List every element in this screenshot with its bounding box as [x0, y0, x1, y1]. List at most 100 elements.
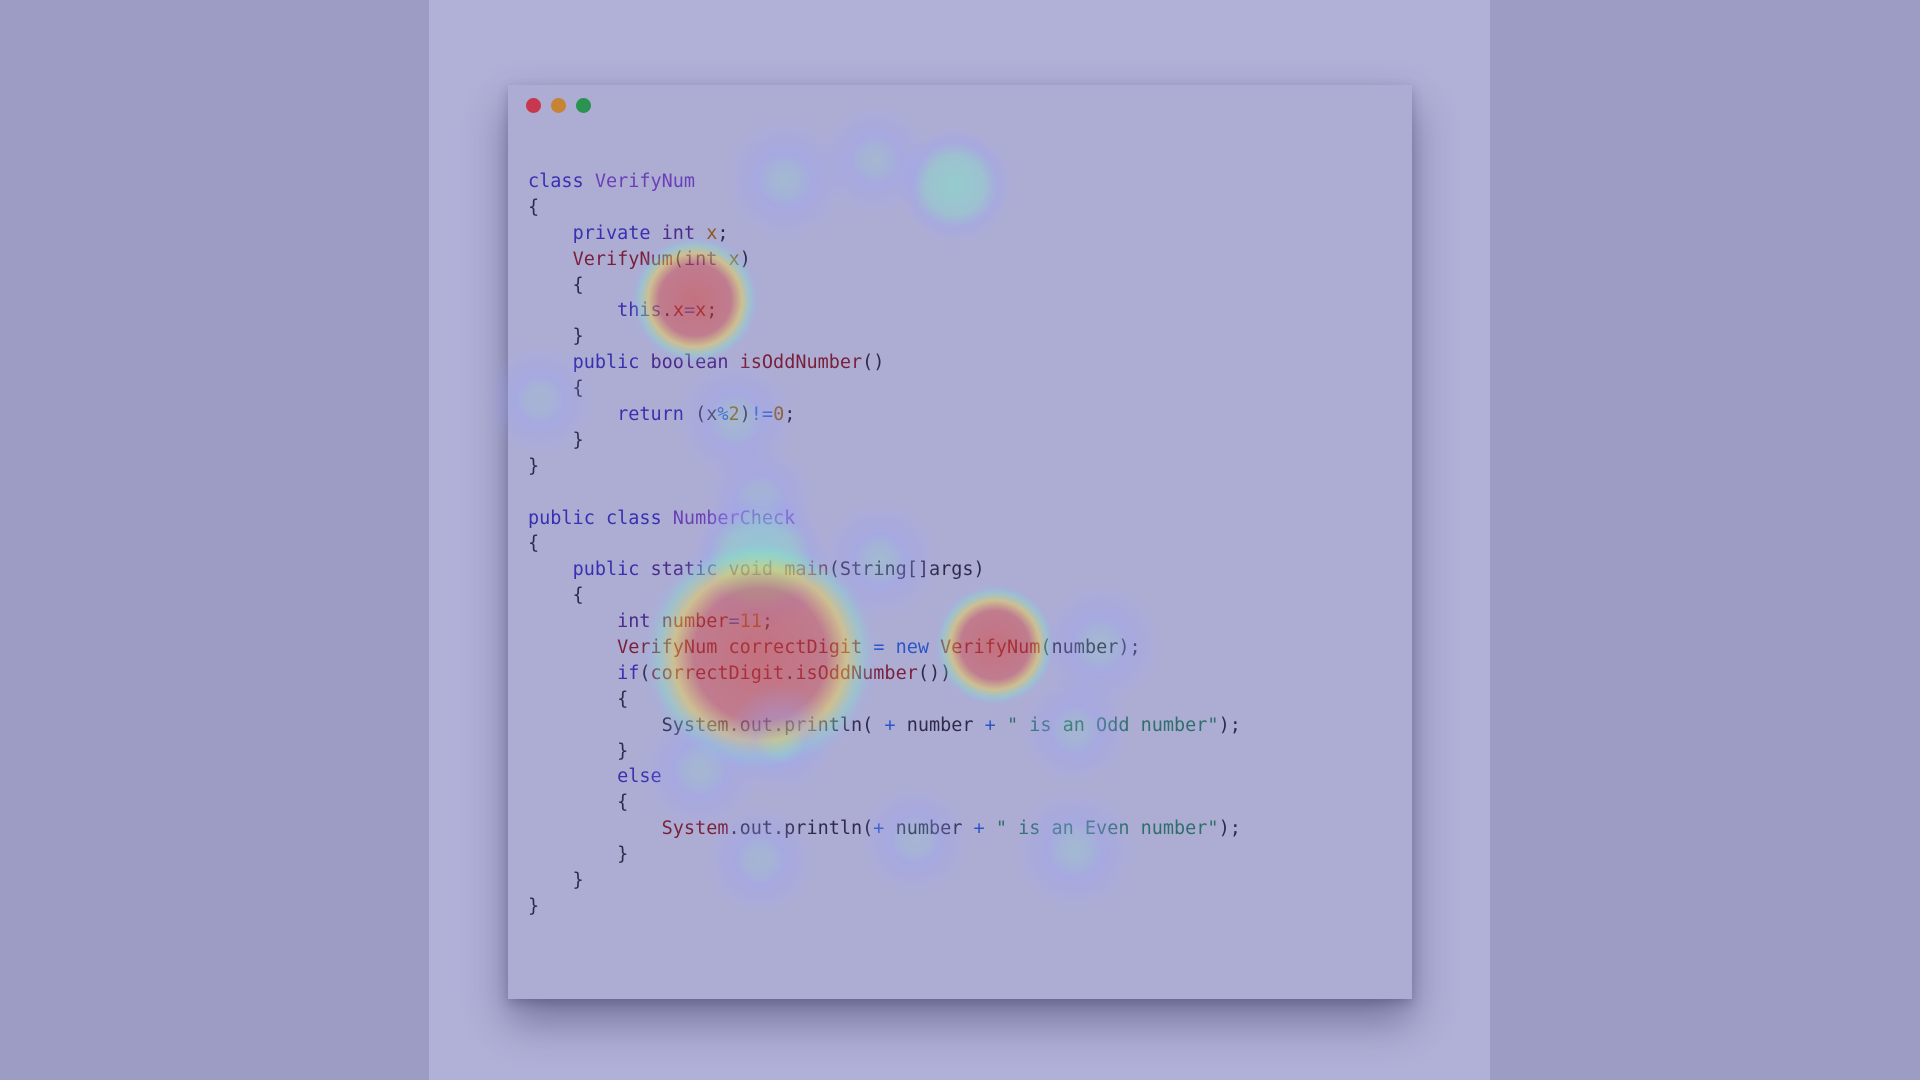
code-token: [528, 611, 617, 632]
code-token: 11: [739, 611, 762, 633]
code-line: }: [528, 894, 1241, 920]
code-token: " is an Even number": [995, 818, 1219, 840]
code-token: public: [572, 352, 651, 374]
code-token: this: [617, 300, 662, 322]
code-token: (: [672, 248, 684, 270]
code-token: );: [1218, 818, 1241, 840]
code-token: {: [528, 378, 584, 400]
code-token: else: [617, 766, 662, 788]
code-token: +: [973, 818, 996, 840]
code-token: ;: [784, 404, 796, 426]
close-button[interactable]: [526, 98, 541, 113]
code-token: number: [661, 611, 729, 633]
code-line: {: [528, 531, 1241, 557]
code-line: class VerifyNum: [528, 169, 1241, 195]
code-line: {: [528, 376, 1241, 402]
code-token: void: [728, 559, 785, 581]
code-token: [528, 637, 617, 658]
code-token: (number);: [1040, 637, 1141, 659]
code-line: public static void main(String[]args): [528, 557, 1241, 583]
code-line: int number=11;: [528, 609, 1241, 635]
code-token: {: [528, 274, 584, 296]
code-token: VerifyNum: [594, 171, 696, 192]
code-line: System.out.println(+ number + " is an Ev…: [528, 816, 1241, 842]
code-token: [528, 715, 662, 736]
code-token: !=: [750, 404, 774, 426]
code-token: public: [572, 559, 651, 581]
code-token: =: [728, 611, 740, 633]
code-token: int: [661, 222, 707, 244]
code-token: int: [683, 248, 729, 270]
code-token: {: [528, 533, 540, 555]
code-line: }: [528, 324, 1241, 350]
code-line: [528, 480, 1241, 506]
code-line: {: [528, 273, 1241, 299]
code-line: System.out.println( + number + " is an O…: [528, 713, 1241, 739]
code-token: [528, 559, 573, 580]
code-token: ()): [917, 662, 952, 684]
code-token: (): [862, 352, 885, 374]
code-token: (x: [695, 404, 718, 426]
code-token: {: [528, 792, 629, 814]
maximize-button[interactable]: [576, 98, 591, 113]
code-line: VerifyNum correctDigit = new VerifyNum(n…: [528, 635, 1241, 661]
code-token: .: [661, 300, 673, 322]
code-token: [528, 404, 617, 425]
code-token: VerifyNum: [617, 637, 729, 659]
code-token: number: [906, 714, 985, 736]
code-token: [528, 249, 573, 270]
code-token: ;: [761, 611, 774, 633]
code-token: }: [528, 844, 629, 866]
code-token: [528, 818, 662, 839]
code-token: =: [683, 300, 696, 322]
code-token: ;: [717, 222, 729, 244]
code-line: }: [528, 454, 1241, 480]
code-token: correctDigit: [650, 662, 785, 684]
code-token: [528, 766, 617, 787]
code-line: if(correctDigit.isOddNumber()): [528, 661, 1241, 687]
code-token: ): [739, 404, 751, 426]
code-token: (: [639, 662, 651, 684]
code-token: x: [728, 248, 740, 270]
code-token: x: [706, 222, 718, 244]
code-line: this.x=x;: [528, 298, 1241, 324]
code-token: =: [873, 637, 896, 659]
code-token: return: [617, 404, 696, 426]
code-token: }: [528, 326, 584, 348]
code-token: );: [1218, 714, 1241, 736]
code-token: {: [528, 196, 540, 218]
code-line: public boolean isOddNumber(): [528, 350, 1241, 376]
code-token: }: [528, 455, 540, 477]
code-line: public class NumberCheck: [528, 506, 1241, 532]
code-token: System: [661, 818, 729, 840]
code-token: correctDigit: [728, 637, 874, 659]
code-line: {: [528, 195, 1241, 221]
code-token: " is an Odd number": [1006, 714, 1219, 736]
minimize-button[interactable]: [551, 98, 566, 113]
code-editor[interactable]: class VerifyNum{ private int x; VerifyNu…: [528, 169, 1241, 920]
window-controls: [526, 98, 591, 113]
code-line: }: [528, 842, 1241, 868]
code-token: .out.println(: [728, 818, 874, 840]
code-token: boolean: [650, 352, 740, 374]
code-token: %: [717, 404, 729, 426]
code-line: }: [528, 739, 1241, 765]
code-token: private: [572, 222, 662, 244]
code-line: {: [528, 790, 1241, 816]
code-token: }: [528, 740, 629, 762]
code-line: private int x;: [528, 221, 1241, 247]
code-token: +: [873, 818, 896, 840]
code-token: class: [528, 171, 595, 192]
code-line: }: [528, 868, 1241, 894]
code-line: VerifyNum(int x): [528, 247, 1241, 273]
code-token: static: [650, 559, 729, 581]
code-token: {: [528, 688, 629, 710]
code-token: isOddNumber: [739, 352, 863, 374]
code-token: public class: [528, 507, 673, 529]
code-token: 2: [728, 404, 740, 426]
code-token: [528, 300, 617, 321]
code-token: NumberCheck: [672, 507, 796, 529]
code-token: number: [895, 818, 974, 840]
code-token: (String[]args): [828, 559, 985, 581]
code-token: isOddNumber: [795, 662, 918, 684]
